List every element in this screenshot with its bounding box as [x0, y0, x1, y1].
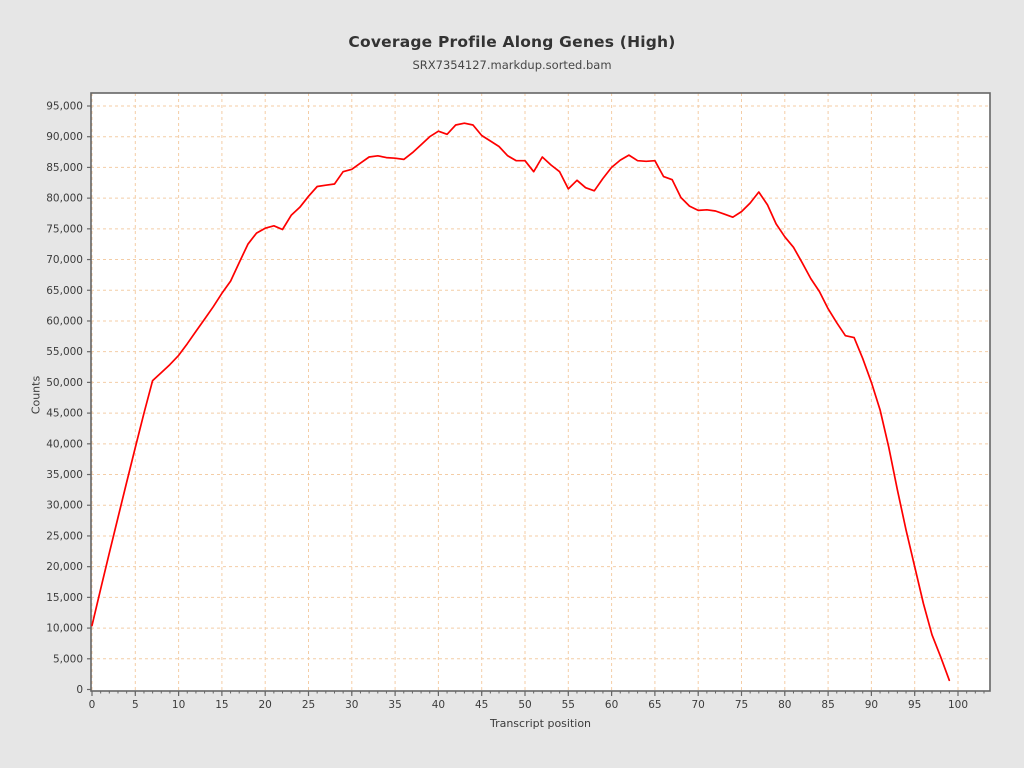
x-tick-label: 90 [865, 699, 878, 711]
y-tick-label: 35,000 [46, 469, 83, 481]
x-tick-label: 40 [432, 699, 445, 711]
x-tick-label: 95 [908, 699, 921, 711]
y-tick-label: 55,000 [46, 346, 83, 358]
y-tick-label: 85,000 [46, 162, 83, 174]
x-tick-label: 80 [778, 699, 791, 711]
y-tick-label: 15,000 [46, 592, 83, 604]
x-tick-label: 15 [215, 699, 228, 711]
x-tick-label: 65 [648, 699, 661, 711]
x-tick-label: 55 [562, 699, 575, 711]
x-axis-label: Transcript position [489, 717, 592, 730]
x-tick-label: 35 [388, 699, 401, 711]
x-tick-label: 100 [948, 699, 968, 711]
x-tick-label: 20 [259, 699, 272, 711]
x-tick-label: 75 [735, 699, 748, 711]
y-tick-label: 70,000 [46, 254, 83, 266]
y-tick-label: 60,000 [46, 315, 83, 327]
y-tick-label: 10,000 [46, 623, 83, 635]
x-tick-label: 0 [89, 699, 96, 711]
plot-frame [90, 92, 991, 692]
y-tick-label: 50,000 [46, 377, 83, 389]
chart-subtitle: SRX7354127.markdup.sorted.bam [412, 58, 612, 72]
series-line-coverage [91, 122, 951, 682]
y-tick-label: 20,000 [46, 561, 83, 573]
y-tick-label: 45,000 [46, 408, 83, 420]
y-axis-label: Counts [29, 375, 43, 415]
x-tick-label: 50 [518, 699, 531, 711]
y-tick-label: 25,000 [46, 530, 83, 542]
y-tick-label: 95,000 [46, 101, 83, 113]
x-tick-label: 30 [345, 699, 358, 711]
x-tick-label: 5 [132, 699, 139, 711]
y-tick-label: 40,000 [46, 438, 83, 450]
x-tick-label: 45 [475, 699, 488, 711]
y-tick-label: 80,000 [46, 193, 83, 205]
plot-background [91, 93, 990, 691]
x-tick-label: 70 [692, 699, 705, 711]
x-tick-label: 25 [302, 699, 315, 711]
y-tick-label: 5,000 [53, 653, 83, 665]
x-tick-label: 60 [605, 699, 618, 711]
y-tick-label: 0 [76, 684, 83, 696]
x-tick-label: 85 [821, 699, 834, 711]
y-tick-label: 75,000 [46, 223, 83, 235]
y-tick-label: 30,000 [46, 500, 83, 512]
y-tick-label: 90,000 [46, 131, 83, 143]
y-tick-label: 65,000 [46, 285, 83, 297]
x-tick-label: 10 [172, 699, 185, 711]
chart-title: Coverage Profile Along Genes (High) [348, 33, 676, 51]
